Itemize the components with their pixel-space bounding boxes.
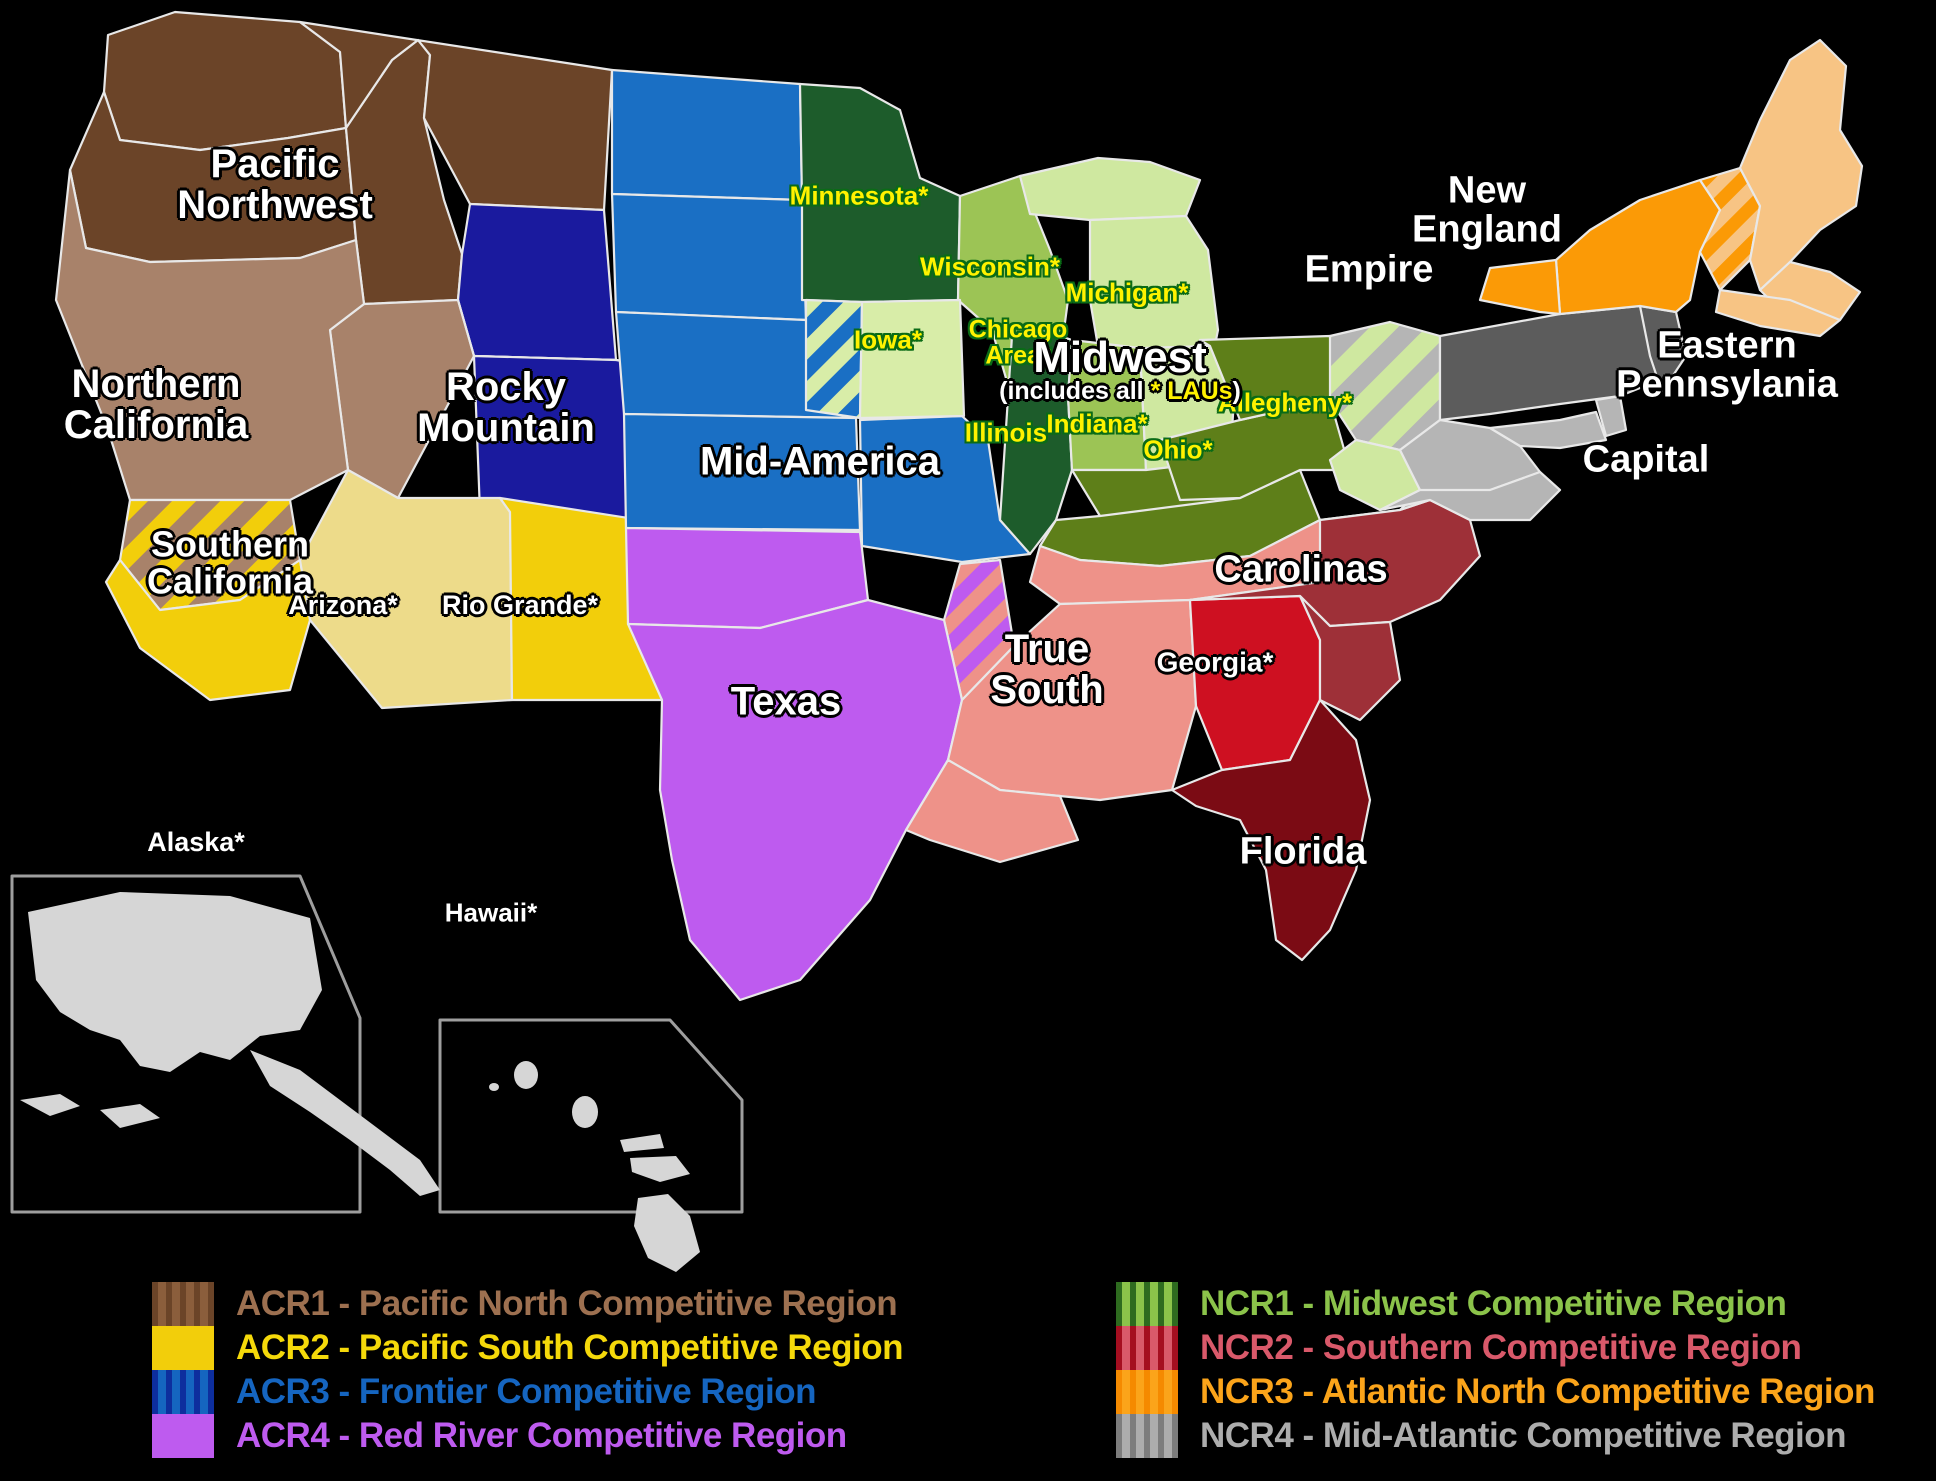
state-indiana (1066, 338, 1148, 472)
state-new-york (1554, 178, 1722, 316)
legend-row-ncr3[interactable]: NCR3 - Atlantic North Competitive Region (1116, 1370, 1875, 1414)
legend-label-ncr1: NCR1 - Midwest Competitive Region (1200, 1284, 1787, 1323)
state-long-island (1714, 288, 1842, 338)
state-arizona (298, 468, 514, 710)
legend-swatch-ncr2 (1116, 1326, 1178, 1370)
state-kansas (622, 412, 862, 532)
state-iowa (858, 298, 966, 420)
legend-swatch-acr3 (152, 1370, 214, 1414)
state-virginia-capital-2 (1378, 470, 1562, 522)
state-new-york-2 (1478, 258, 1562, 316)
legend-swatch-ncr4 (1116, 1414, 1178, 1458)
legend-row-ncr4[interactable]: NCR4 - Mid-Atlantic Competitive Region (1116, 1414, 1875, 1458)
legend-row-acr3[interactable]: ACR3 - Frontier Competitive Region (152, 1370, 903, 1414)
legend-row-ncr2[interactable]: NCR2 - Southern Competitive Region (1116, 1326, 1875, 1370)
state-alaska (28, 892, 322, 1072)
state-louisiana (904, 758, 1080, 864)
legend-label-acr3: ACR3 - Frontier Competitive Region (236, 1372, 816, 1411)
legend-row-acr2[interactable]: ACR2 - Pacific South Competitive Region (152, 1326, 903, 1370)
legend-row-acr4[interactable]: ACR4 - Red River Competitive Region (152, 1414, 903, 1458)
legend-label-acr4: ACR4 - Red River Competitive Region (236, 1416, 847, 1455)
legend-swatch-ncr1 (1116, 1282, 1178, 1326)
state-iowa-overlap (804, 298, 864, 420)
state-alaska-aleutians (250, 1050, 440, 1196)
state-carolinas-2 (1298, 594, 1402, 722)
state-south-dakota (610, 192, 808, 322)
legend-label-ncr4: NCR4 - Mid-Atlantic Competitive Region (1200, 1416, 1847, 1455)
legend-label-acr1: ACR1 - Pacific North Competitive Region (236, 1284, 898, 1323)
state-pennsylvania-east (1438, 304, 1662, 422)
state-nevada (328, 298, 476, 500)
legend-swatch-acr4 (152, 1414, 214, 1458)
legend-label-ncr3: NCR3 - Atlantic North Competitive Region (1200, 1372, 1875, 1411)
legend-row-acr1[interactable]: ACR1 - Pacific North Competitive Region (152, 1282, 903, 1326)
legend-swatch-acr1 (152, 1282, 214, 1326)
state-north-dakota (610, 68, 804, 202)
state-california-north (54, 168, 366, 502)
legend-swatch-ncr3 (1116, 1370, 1178, 1414)
state-alaska-islands (20, 1094, 160, 1128)
state-washington (102, 10, 348, 152)
legend-label-ncr2: NCR2 - Southern Competitive Region (1200, 1328, 1802, 1367)
state-maryland (1488, 410, 1608, 450)
state-new-england (1738, 38, 1864, 292)
legend-left: ACR1 - Pacific North Competitive Region A… (152, 1282, 903, 1458)
state-minnesota (798, 82, 962, 304)
state-west-virginia (1328, 320, 1442, 452)
legend-row-ncr1[interactable]: NCR1 - Midwest Competitive Region (1116, 1282, 1875, 1326)
state-wyoming (456, 202, 618, 362)
state-hawaii (489, 1061, 700, 1272)
legend-label-acr2: ACR2 - Pacific South Competitive Region (236, 1328, 903, 1367)
state-florida (1170, 698, 1372, 962)
legend-swatch-acr2 (152, 1326, 214, 1370)
state-texas (626, 598, 964, 1002)
state-michigan-up (1018, 156, 1202, 222)
legend-right: NCR1 - Midwest Competitive Region NCR2 - … (1116, 1282, 1875, 1458)
state-montana (298, 20, 614, 212)
state-california-south (104, 558, 312, 702)
